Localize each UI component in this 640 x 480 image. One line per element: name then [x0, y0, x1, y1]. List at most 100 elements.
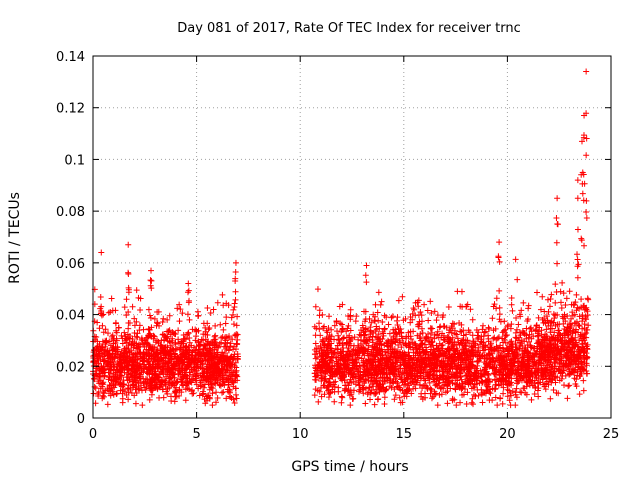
- data-point: [179, 377, 186, 384]
- data-point: [148, 277, 155, 284]
- data-point: [119, 399, 126, 406]
- data-point: [200, 373, 207, 380]
- y-tick-label: 0.08: [56, 205, 85, 220]
- data-point: [199, 349, 206, 356]
- data-point: [583, 208, 590, 215]
- data-point: [234, 336, 241, 343]
- data-point: [186, 339, 193, 346]
- data-point: [423, 344, 430, 351]
- data-point: [179, 310, 186, 317]
- data-point: [161, 347, 168, 354]
- data-point: [513, 326, 520, 333]
- data-point: [110, 340, 117, 347]
- data-point: [146, 396, 153, 403]
- data-point: [152, 365, 159, 372]
- data-point: [371, 401, 378, 408]
- data-point: [207, 310, 214, 317]
- data-point: [211, 346, 218, 353]
- data-point: [565, 383, 572, 390]
- data-point: [563, 295, 570, 302]
- data-point: [200, 337, 207, 344]
- data-point: [223, 333, 230, 340]
- data-point: [141, 355, 148, 362]
- data-point: [100, 358, 107, 365]
- data-point: [185, 299, 192, 306]
- data-point: [398, 344, 405, 351]
- data-point: [216, 369, 223, 376]
- data-point: [145, 359, 152, 366]
- data-point: [496, 258, 503, 265]
- data-point: [232, 288, 239, 295]
- data-point: [113, 348, 120, 355]
- data-point: [361, 338, 368, 345]
- data-point: [576, 322, 583, 329]
- data-point: [223, 371, 230, 378]
- data-point: [121, 345, 128, 352]
- data-point: [168, 356, 175, 363]
- data-point: [472, 393, 479, 400]
- data-point: [136, 374, 143, 381]
- data-point: [193, 363, 200, 370]
- data-point: [197, 364, 204, 371]
- data-point: [316, 320, 323, 327]
- data-point: [372, 333, 379, 340]
- data-point: [148, 267, 155, 274]
- data-point: [349, 396, 356, 403]
- data-point: [193, 372, 200, 379]
- data-point: [130, 351, 137, 358]
- data-point: [148, 391, 155, 398]
- data-point: [339, 335, 346, 342]
- data-point: [184, 311, 191, 318]
- data-point: [220, 302, 227, 309]
- data-point: [391, 396, 398, 403]
- data-point: [580, 387, 587, 394]
- data-point: [578, 296, 585, 303]
- data-point: [197, 383, 204, 390]
- data-point: [312, 340, 319, 347]
- data-point: [213, 399, 220, 406]
- data-point: [193, 328, 200, 335]
- data-point: [504, 322, 511, 329]
- data-point: [158, 337, 165, 344]
- data-point: [187, 369, 194, 376]
- data-point: [119, 381, 126, 388]
- data-point: [146, 361, 153, 368]
- data-point: [551, 315, 558, 322]
- data-point: [556, 321, 563, 328]
- data-point: [419, 346, 426, 353]
- data-point: [200, 320, 207, 327]
- data-point: [122, 337, 129, 344]
- data-point: [232, 377, 239, 384]
- data-point: [434, 402, 441, 409]
- data-point: [427, 325, 434, 332]
- data-point: [125, 325, 132, 332]
- data-point: [208, 384, 215, 391]
- data-point: [104, 401, 111, 408]
- data-point: [123, 296, 130, 303]
- data-point: [186, 335, 193, 342]
- data-point: [379, 318, 386, 325]
- data-point: [109, 388, 116, 395]
- data-point: [204, 368, 211, 375]
- data-point: [578, 235, 585, 242]
- data-point: [512, 256, 519, 263]
- data-point: [194, 308, 201, 315]
- data-point: [169, 362, 176, 369]
- data-points: [90, 68, 592, 409]
- data-point: [338, 321, 345, 328]
- data-point: [496, 287, 503, 294]
- data-point: [173, 358, 180, 365]
- data-point: [206, 369, 213, 376]
- data-point: [316, 312, 323, 319]
- data-point: [469, 395, 476, 402]
- data-point: [146, 342, 153, 349]
- data-point: [159, 318, 166, 325]
- data-point: [159, 363, 166, 370]
- data-point: [123, 355, 130, 362]
- data-point: [542, 386, 549, 393]
- data-point: [174, 354, 181, 361]
- data-point: [221, 343, 228, 350]
- data-point: [216, 365, 223, 372]
- data-point: [496, 311, 503, 318]
- data-point: [227, 393, 234, 400]
